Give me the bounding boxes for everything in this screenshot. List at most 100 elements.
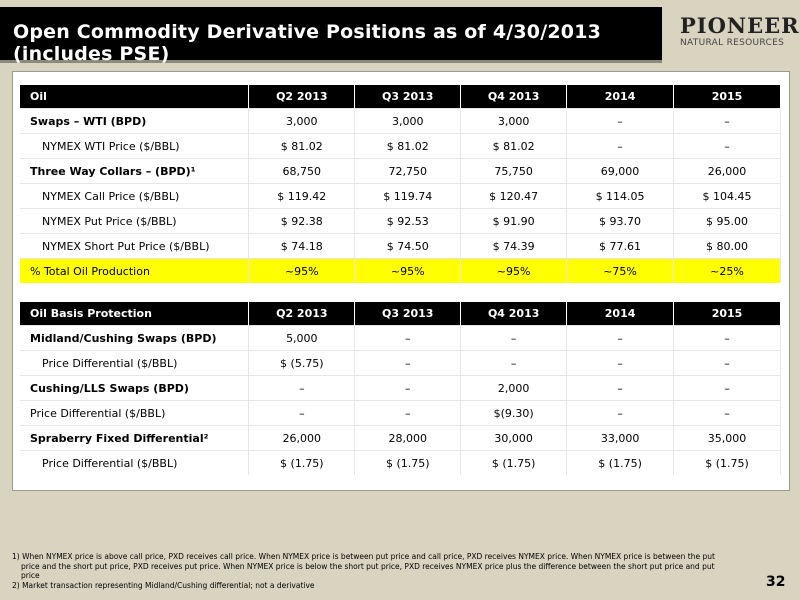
row-label: Price Differential ($/BBL) — [20, 350, 250, 376]
table-cell: $ (5.75) — [248, 350, 356, 376]
table-cell: $ 119.42 — [248, 183, 356, 209]
table-row: NYMEX Short Put Price ($/BBL) $ 74.18 $ … — [20, 233, 781, 259]
table-row: Price Differential ($/BBL) $ (5.75) – – … — [20, 350, 781, 376]
table-cell: – — [354, 400, 462, 426]
table-cell: 26,000 — [248, 425, 356, 451]
table-cell: – — [460, 350, 568, 376]
table-cell: $ 74.18 — [248, 233, 356, 259]
table-cell: – — [566, 350, 675, 376]
table-cell: 3,000 — [248, 108, 356, 134]
table-cell: – — [566, 400, 675, 426]
page-title: Open Commodity Derivative Positions as o… — [13, 21, 602, 65]
header-cell: Oil — [20, 85, 250, 109]
footnote-2: 2) Market transaction representing Midla… — [12, 580, 315, 590]
table-cell: $ (1.75) — [354, 450, 462, 475]
header-cell: Q2 2013 — [248, 85, 356, 109]
table-cell: – — [248, 400, 356, 426]
table-cell: 68,750 — [248, 158, 356, 184]
table-cell: $ 81.02 — [248, 133, 356, 159]
oil-table: Oil Q2 2013 Q3 2013 Q4 2013 2014 2015 Sw… — [20, 85, 781, 283]
table-row: Swaps – WTI (BPD) 3,000 3,000 3,000 – – — [20, 108, 781, 134]
table-row: NYMEX Call Price ($/BBL) $ 119.42 $ 119.… — [20, 183, 781, 209]
table-row: NYMEX WTI Price ($/BBL) $ 81.02 $ 81.02 … — [20, 133, 781, 159]
table-cell: $ 93.70 — [566, 208, 675, 234]
row-label: Spraberry Fixed Differential² — [20, 425, 250, 451]
table-row: Spraberry Fixed Differential² 26,000 28,… — [20, 425, 781, 451]
table-cell: – — [673, 350, 781, 376]
row-label: NYMEX Short Put Price ($/BBL) — [20, 233, 250, 259]
basis-table: Oil Basis Protection Q2 2013 Q3 2013 Q4 … — [20, 302, 781, 475]
basis-table-header: Oil Basis Protection Q2 2013 Q3 2013 Q4 … — [20, 302, 781, 326]
table-cell: $ 114.05 — [566, 183, 675, 209]
table-cell: 69,000 — [566, 158, 675, 184]
table-cell: $ 119.74 — [354, 183, 462, 209]
table-row: NYMEX Put Price ($/BBL) $ 92.38 $ 92.53 … — [20, 208, 781, 234]
table-cell: – — [673, 375, 781, 401]
row-label: Three Way Collars – (BPD)¹ — [20, 158, 250, 184]
footnote-1-end: price — [21, 571, 40, 580]
table-cell: 33,000 — [566, 425, 675, 451]
oil-table-header: Oil Q2 2013 Q3 2013 Q4 2013 2014 2015 — [20, 85, 781, 109]
table-cell: – — [566, 325, 675, 351]
table-row: Cushing/LLS Swaps (BPD) – – 2,000 – – — [20, 375, 781, 401]
table-cell: 26,000 — [673, 158, 781, 184]
row-label: % Total Oil Production — [20, 258, 250, 283]
logo-subtitle: NATURAL RESOURCES — [680, 38, 785, 48]
table-cell: $ 81.02 — [354, 133, 462, 159]
table-cell: – — [566, 133, 675, 159]
table-cell: $ 92.53 — [354, 208, 462, 234]
table-cell: $ 95.00 — [673, 208, 781, 234]
table-cell: $ 92.38 — [248, 208, 356, 234]
table-row: Three Way Collars – (BPD)¹ 68,750 72,750… — [20, 158, 781, 184]
row-label: Price Differential ($/BBL) — [20, 450, 250, 475]
table-cell: 75,750 — [460, 158, 568, 184]
header-cell: 2015 — [673, 85, 781, 109]
header-cell: 2015 — [673, 302, 781, 326]
header-cell: 2014 — [566, 302, 675, 326]
table-cell: $ (1.75) — [673, 450, 781, 475]
table-cell: 3,000 — [354, 108, 462, 134]
table-cell: ~25% — [673, 258, 781, 283]
table-cell: – — [566, 108, 675, 134]
table-cell: $ 74.50 — [354, 233, 462, 259]
table-cell: $ (1.75) — [248, 450, 356, 475]
table-cell: – — [354, 325, 462, 351]
logo-name: PIONEER — [680, 13, 800, 38]
table-row-highlight: % Total Oil Production ~95% ~95% ~95% ~7… — [20, 258, 781, 283]
header-cell: Oil Basis Protection — [20, 302, 250, 326]
row-label: Price Differential ($/BBL) — [20, 400, 250, 426]
table-cell: – — [354, 375, 462, 401]
content-panel: Oil Q2 2013 Q3 2013 Q4 2013 2014 2015 Sw… — [12, 71, 790, 491]
table-cell: $ 91.90 — [460, 208, 568, 234]
table-cell: ~95% — [460, 258, 568, 283]
row-label: Midland/Cushing Swaps (BPD) — [20, 325, 250, 351]
table-cell: 2,000 — [460, 375, 568, 401]
table-cell: – — [566, 375, 675, 401]
table-cell: 72,750 — [354, 158, 462, 184]
table-cell: – — [460, 325, 568, 351]
table-cell: – — [354, 350, 462, 376]
table-cell: ~95% — [248, 258, 356, 283]
table-cell: $(9.30) — [460, 400, 568, 426]
row-label: Swaps – WTI (BPD) — [20, 108, 250, 134]
row-label: NYMEX WTI Price ($/BBL) — [20, 133, 250, 159]
table-cell: $ (1.75) — [566, 450, 675, 475]
footnote-1: 1) When NYMEX price is above call price,… — [12, 552, 715, 561]
footnote-1-continued: price and the short put price, PXD recei… — [21, 561, 715, 571]
table-cell: $ 104.45 — [673, 183, 781, 209]
table-cell: $ (1.75) — [460, 450, 568, 475]
footnotes: 1) When NYMEX price is above call price,… — [12, 552, 772, 590]
table-cell: 5,000 — [248, 325, 356, 351]
header-cell: Q2 2013 — [248, 302, 356, 326]
table-cell: – — [673, 400, 781, 426]
table-cell: 3,000 — [460, 108, 568, 134]
pioneer-logo: PIONEER NATURAL RESOURCES — [670, 13, 799, 53]
table-row: Price Differential ($/BBL) $ (1.75) $ (1… — [20, 450, 781, 475]
table-cell: – — [248, 375, 356, 401]
table-cell: – — [673, 133, 781, 159]
table-row: Price Differential ($/BBL) – – $(9.30) –… — [20, 400, 781, 426]
table-cell: – — [673, 108, 781, 134]
header-cell: Q3 2013 — [354, 85, 462, 109]
row-label: Cushing/LLS Swaps (BPD) — [20, 375, 250, 401]
table-cell: $ 81.02 — [460, 133, 568, 159]
